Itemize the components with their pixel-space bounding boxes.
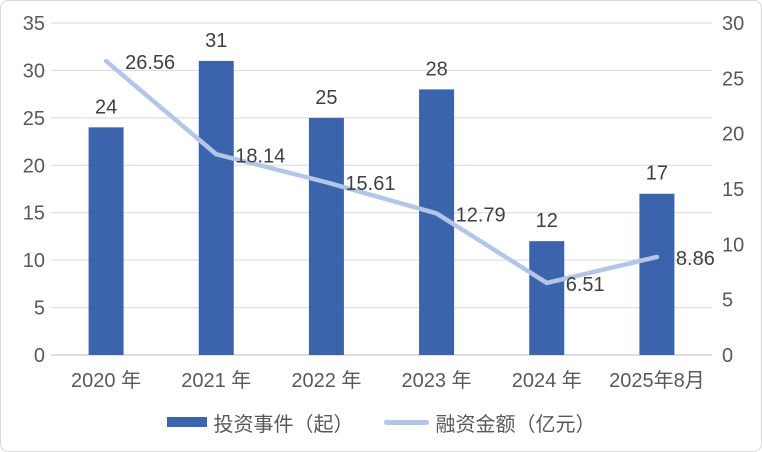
bar: [529, 241, 565, 355]
line-value-label: 8.86: [676, 248, 715, 270]
right-axis-tick-label: 5: [722, 290, 733, 312]
bar-value-label: 17: [646, 163, 668, 185]
legend-label-line-series: 融资金额（亿元）: [435, 413, 596, 436]
right-axis-tick-label: 15: [722, 179, 744, 201]
legend-item-bar-series: 投资事件（起）: [166, 408, 354, 437]
right-axis-tick-label: 0: [722, 345, 733, 367]
line-value-label: 15.61: [345, 173, 395, 195]
line-value-label: 12.79: [456, 204, 506, 226]
bar-series-swatch-icon: [166, 417, 207, 427]
left-axis-tick-label: 25: [23, 108, 45, 130]
left-axis-tick-label: 30: [23, 60, 45, 82]
left-axis-tick-label: 10: [23, 250, 45, 272]
line-value-label: 6.51: [566, 274, 605, 296]
bar-value-label: 28: [425, 58, 447, 80]
bar: [88, 127, 124, 355]
legend-item-line-series: 融资金额（亿元）: [383, 408, 596, 437]
line-series: [103, 58, 660, 286]
left-axis-tick-label: 5: [34, 298, 45, 320]
bar-value-label: 25: [315, 87, 337, 109]
bar-value-label: 24: [95, 96, 117, 118]
category-labels-group: 2020 年 2021 年 2022 年 2023 年 2024 年 2025年8月: [71, 369, 705, 392]
line-value-labels-group: 26.56 18.14 15.61 12.79 6.51 8.86: [125, 52, 715, 296]
left-axis-tick-label: 20: [23, 155, 45, 177]
category-label: 2025年8月: [609, 369, 705, 392]
legend-label-bar-series: 投资事件（起）: [213, 413, 354, 436]
line-series-swatch-icon: [383, 419, 429, 425]
right-axis-tick-label: 20: [722, 124, 744, 146]
bar-value-labels-group: 24 31 25 28 12 17: [95, 30, 668, 232]
line-value-label: 26.56: [125, 52, 175, 74]
right-axis-ticks-group: 0 5 10 15 20 25 30: [722, 13, 744, 367]
bar: [308, 117, 344, 355]
category-label: 2024 年: [512, 369, 582, 392]
bar-value-label: 31: [205, 30, 227, 52]
left-axis-tick-label: 0: [34, 345, 45, 367]
right-axis-tick-label: 30: [722, 13, 744, 35]
right-axis-tick-label: 25: [722, 68, 744, 90]
right-axis-tick-label: 10: [722, 234, 744, 256]
left-axis-tick-label: 35: [23, 13, 45, 35]
bar: [198, 60, 234, 355]
line-value-label: 18.14: [235, 145, 285, 167]
category-label: 2022 年: [291, 369, 361, 392]
category-label: 2021 年: [181, 369, 251, 392]
category-label: 2020 年: [71, 369, 141, 392]
bar-series-group: [88, 60, 675, 356]
left-axis-tick-label: 15: [23, 203, 45, 225]
left-axis-ticks-group: 0 5 10 15 20 25 30 35: [23, 13, 45, 367]
bar: [639, 193, 675, 355]
gridlines-group: [51, 22, 712, 356]
category-label: 2023 年: [402, 369, 472, 392]
chart-legend: 投资事件（起） 融资金额（亿元）: [1, 405, 761, 439]
line-series-group: [103, 58, 660, 286]
bar-value-label: 12: [536, 210, 558, 232]
